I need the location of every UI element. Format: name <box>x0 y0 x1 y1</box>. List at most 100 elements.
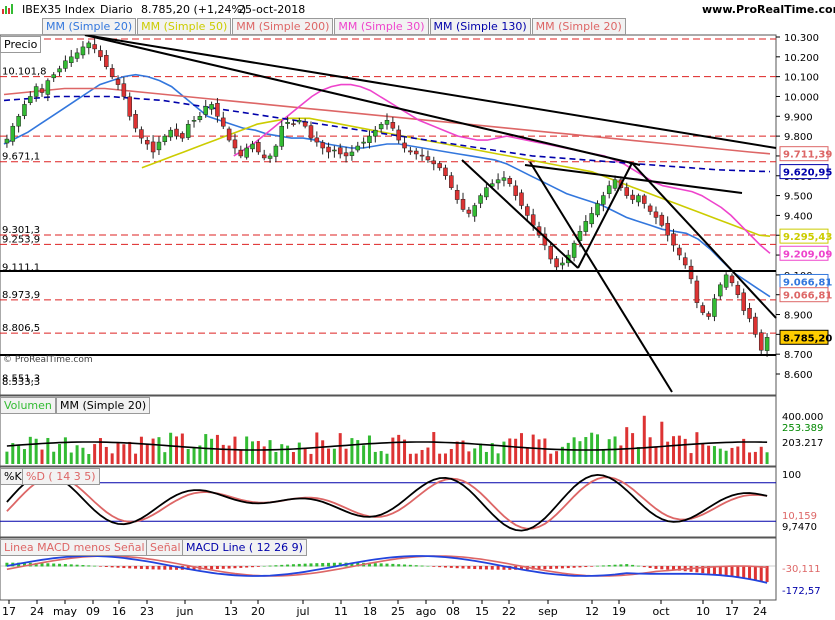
volume-bar <box>590 432 594 464</box>
volume-bar <box>712 446 716 464</box>
macd-hist-bar <box>403 564 407 567</box>
price-tick-label: 9.900 <box>784 112 813 123</box>
price-tick-label: 10.100 <box>784 73 819 84</box>
volume-bar <box>683 438 687 464</box>
volume-bar <box>303 448 307 464</box>
trend-line-1[interactable] <box>84 34 777 149</box>
candle-body <box>682 257 688 266</box>
macd-hist-bar <box>245 566 249 568</box>
macd-hist-bar <box>256 566 260 567</box>
volume-ma-label[interactable]: MM (Simple 20) <box>56 397 151 414</box>
candle-body <box>145 140 150 145</box>
price-legend: IBEX35 Index MM (Simple 20)MM (Simple 50… <box>0 18 627 35</box>
macd-hist-bar <box>385 563 389 567</box>
time-tick-label: sep <box>538 605 557 618</box>
volume-bar <box>695 432 699 464</box>
macd-hist-bar <box>128 566 132 569</box>
macd-hist-bar <box>116 566 120 568</box>
macd-hist-bar <box>52 563 56 567</box>
support-resistance-levels <box>0 38 776 334</box>
stoch-tick-label: 9,7470 <box>782 522 817 533</box>
volume-bar <box>34 438 38 464</box>
volume-bar <box>666 441 670 464</box>
legend-sma30[interactable]: MM (Simple 30) <box>334 18 429 35</box>
price-tick-label: 8.600 <box>784 370 813 381</box>
legend-sma130[interactable]: MM (Simple 130) <box>429 18 531 35</box>
volume-bar <box>724 450 728 464</box>
price-badge-label: 8.785,20 <box>783 333 832 344</box>
price-badge-label: 9.066,81 <box>783 277 832 288</box>
candle-body <box>302 121 308 127</box>
candle-body <box>443 167 448 177</box>
macd-hist-bar <box>648 566 652 569</box>
period-label: Diario <box>100 3 133 16</box>
candle-body <box>74 52 80 59</box>
level-label: 8.973,9 <box>2 290 40 301</box>
macd-line-label[interactable]: MACD Line ( 12 26 9) <box>182 539 307 556</box>
macd-hist-bar <box>660 566 664 570</box>
candle-body <box>226 128 232 141</box>
volume-bar <box>180 433 184 464</box>
candle-body <box>373 129 378 137</box>
legend-sma200[interactable]: MM (Simple 200) <box>232 18 334 35</box>
macd-hist-label[interactable]: Linea MACD menos Señal <box>0 539 149 556</box>
stoch-tick-label: 10,159 <box>782 511 817 522</box>
volume-bar <box>373 451 377 464</box>
macd-hist-bar <box>379 563 383 567</box>
volume-bar <box>566 442 570 464</box>
candle-body <box>291 123 296 125</box>
volume-label[interactable]: Volumen <box>0 397 56 414</box>
trend-line-6[interactable] <box>529 161 673 393</box>
stoch-k-label[interactable]: %K <box>0 468 26 485</box>
volume-bar <box>765 452 769 464</box>
volume-bar <box>98 438 102 464</box>
price-badge-label: 9.066,81 <box>783 291 832 302</box>
volume-bar <box>63 437 67 464</box>
chart-settings-icon[interactable] <box>2 4 14 14</box>
site-url[interactable]: www.ProRealTime.com <box>702 3 835 16</box>
volume-bar <box>438 453 442 464</box>
volume-bar <box>555 451 559 464</box>
candle-body <box>308 125 314 139</box>
level-label: 9.301,3 <box>2 225 40 236</box>
level-label: 9.111,1 <box>2 263 40 274</box>
volume-bar <box>151 438 155 464</box>
trend-line-4[interactable] <box>461 159 579 269</box>
candle-body <box>408 150 413 153</box>
candle-body <box>624 187 629 196</box>
macd-hist-bar <box>607 565 611 567</box>
candle-body <box>349 151 355 156</box>
trend-line-3[interactable] <box>524 164 743 194</box>
candle-body <box>419 154 425 157</box>
candle-body <box>238 149 244 157</box>
legend-sma20[interactable]: MM (Simple 20) <box>42 18 137 35</box>
volume-bar <box>543 438 547 464</box>
volume-bar <box>636 447 640 464</box>
volume-bar <box>332 448 336 464</box>
volume-bar <box>280 444 284 464</box>
volume-bar <box>742 438 746 464</box>
macd-hist-bar <box>174 566 178 570</box>
macd-hist-bar <box>46 563 50 567</box>
time-tick-label: 22 <box>502 605 516 618</box>
trend-line-2[interactable] <box>84 34 641 166</box>
macd-hist-bar <box>432 566 436 567</box>
macd-hist-bar <box>286 564 290 567</box>
volume-bar <box>601 448 605 464</box>
macd-hist-bar <box>712 566 716 575</box>
stoch-d-label[interactable]: %D ( 14 3 5) <box>22 468 100 485</box>
volume-bar <box>81 447 85 464</box>
trend-line-5[interactable] <box>577 162 633 269</box>
macd-hist-bar <box>642 566 646 568</box>
volume-bar <box>642 415 646 464</box>
macd-hist-bar <box>22 562 26 567</box>
volume-bar <box>5 451 9 464</box>
price-badge <box>779 164 829 180</box>
candle-body <box>320 142 325 149</box>
trend-line-7[interactable] <box>631 162 777 319</box>
time-tick-label: 11 <box>334 605 348 618</box>
legend-sma50[interactable]: MM (Simple 50) <box>137 18 232 35</box>
volume-bar <box>69 452 73 464</box>
legend-sma20-b[interactable]: MM (Simple 20) <box>531 18 626 35</box>
macd-signal-label[interactable]: Señal <box>146 539 185 556</box>
